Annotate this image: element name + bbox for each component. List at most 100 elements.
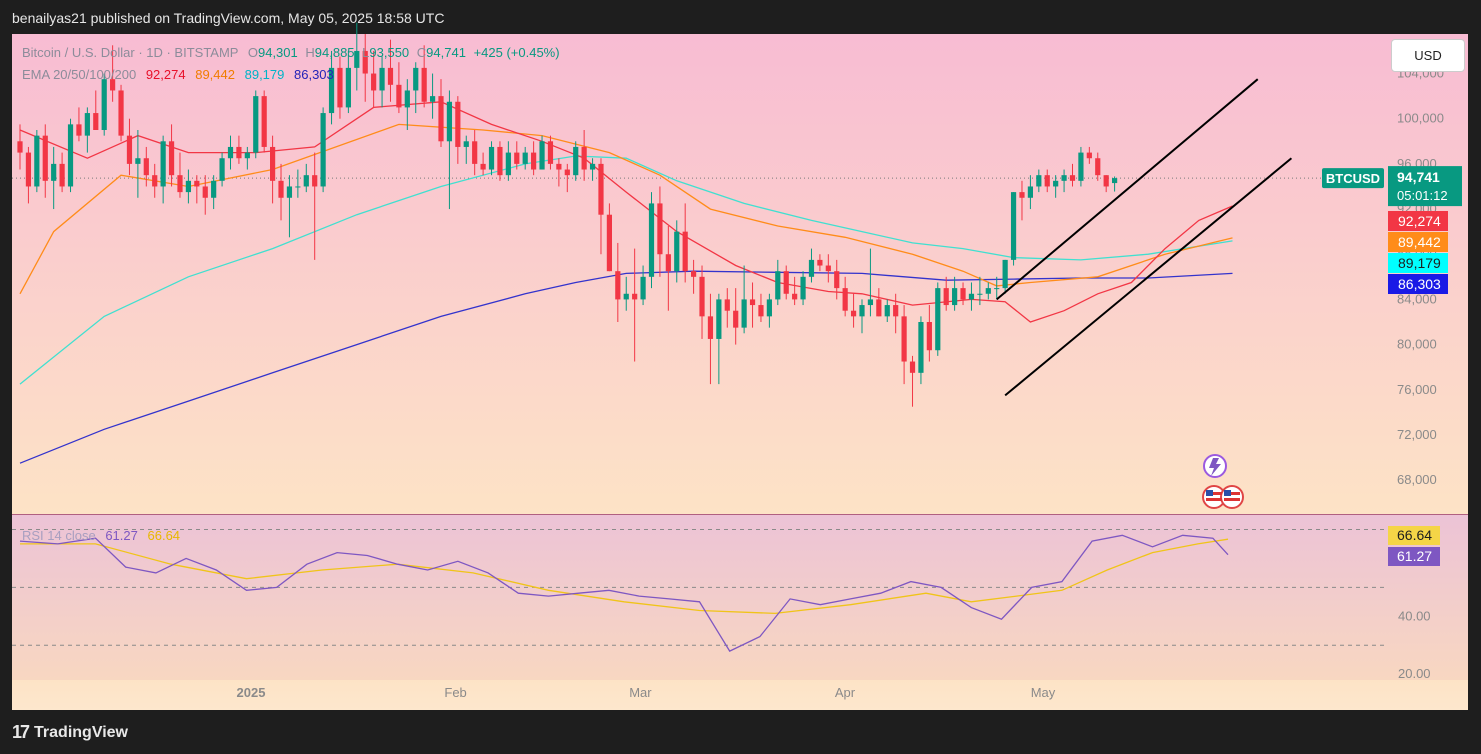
candle-body [1010,192,1017,260]
candle-body [84,113,90,136]
candle-body [547,141,554,164]
symbol-badge [1322,168,1384,189]
candle-body [177,175,183,193]
events-icons[interactable] [1202,454,1244,509]
candle [926,305,932,362]
candle-body [741,299,747,328]
candle-body [278,180,284,198]
candle [463,135,469,164]
candle-body [505,152,511,176]
candle [404,79,410,130]
change-value: +425 (+0.45%) [473,45,560,60]
candle-body [825,265,831,272]
candle [665,226,671,311]
candle-body [379,67,385,91]
candle [850,293,857,328]
candle [657,186,663,277]
candle [118,84,124,142]
candle [185,169,191,204]
candle-body [893,305,899,317]
candle-body [842,288,848,311]
candle [901,305,907,385]
candle [1036,169,1042,193]
candle [354,22,360,91]
candle [884,299,890,322]
candle [488,141,495,176]
time-tick-label: Apr [835,685,856,700]
candle [817,254,823,272]
ema-legend[interactable]: EMA 20/50/100/200 92,274 89,442 89,179 8… [22,67,334,82]
us-flag-event-icon-2[interactable] [1220,485,1244,509]
candle-body [876,299,882,317]
time-axis: 2025 Feb Mar Apr May [237,685,1056,700]
ema200-badge-text: 86,303 [1398,276,1441,292]
candle [270,135,276,204]
candle-body [716,299,722,339]
candle [505,141,511,181]
flag-canton [1224,490,1231,496]
trend-channel-line[interactable] [996,78,1259,301]
ema20-line [19,101,1233,323]
candle-body [766,299,772,317]
rsi-legend[interactable]: RSI 14 close 61.27 66.64 [22,528,180,543]
candle-body [413,67,419,91]
candle [1053,175,1059,198]
candle [834,259,840,300]
candle [1103,175,1109,193]
candle-body [640,276,646,300]
candle-body [539,141,545,170]
open-value: 94,301 [257,45,298,60]
candle [59,152,65,193]
candle [455,96,461,164]
candle [1027,175,1033,210]
candle-body [270,146,276,181]
candle [707,293,714,385]
candle-body [623,293,629,300]
candle [42,124,48,198]
candle-body [455,101,461,147]
candle-body [1044,175,1050,187]
candle [968,282,975,311]
candle [345,50,351,114]
trend-channel-line[interactable] [1004,157,1293,397]
rsi-label: RSI 14 close [22,528,96,543]
candle [741,265,747,334]
candle [977,276,983,306]
candle-body [531,152,537,170]
candle-body [110,79,116,91]
candle [480,152,486,176]
symbol-badge-text: BTCUSD [1326,171,1380,186]
candle [800,271,806,306]
candle [893,293,899,334]
trend-channel [996,78,1293,397]
symbol-legend[interactable]: Bitcoin / U.S. Dollar · 1D · BITSTAMP O9… [22,45,560,60]
currency-button[interactable]: USD [1391,39,1465,72]
candle [749,282,756,328]
candle [84,107,90,153]
candle [446,90,453,210]
candle-body [699,276,705,317]
candle-body [261,96,267,147]
rsi-indicator: 20.00 40.00 [12,528,1431,681]
candle-body [1002,259,1008,289]
candle [152,163,158,198]
close-value: 94,741 [426,45,466,60]
candle-body [909,361,916,373]
time-axis-background [12,680,1468,710]
ema20-badge-text: 92,274 [1398,213,1441,229]
candle [699,265,705,339]
footer-branding: 17 TradingView [12,722,128,743]
candle-body [994,288,1000,290]
candle [842,276,848,317]
candle [421,45,427,108]
time-tick-label: May [1031,685,1056,700]
candle-body [783,271,789,294]
candle-body [514,152,520,164]
candle-body [143,158,149,176]
candle [135,130,141,198]
ema200-line [19,270,1233,464]
symbol-name: Bitcoin / U.S. Dollar · 1D · BITSTAMP [22,45,239,60]
price-tick-label: 72,000 [1397,427,1437,442]
candle [876,288,882,317]
